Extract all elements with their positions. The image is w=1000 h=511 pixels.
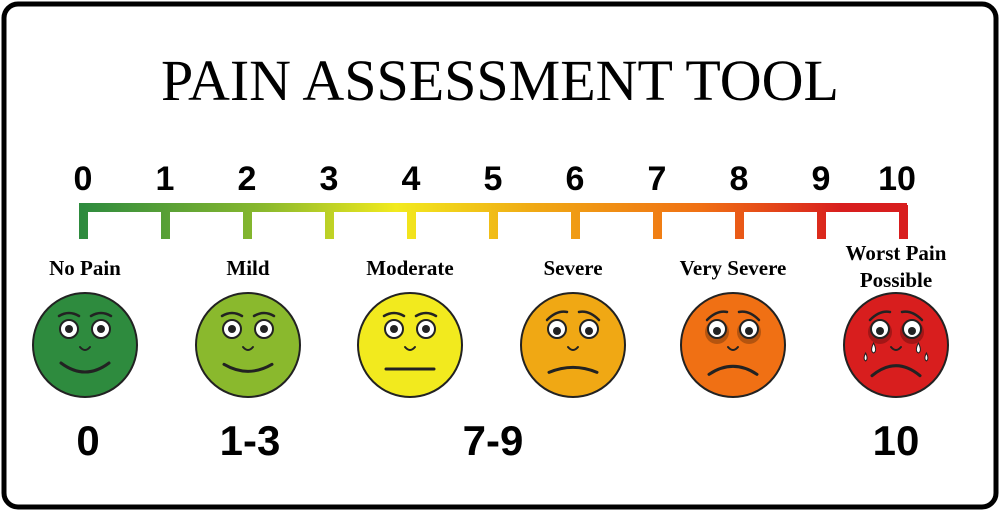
scale-number: 7 (648, 160, 667, 198)
scale-number: 5 (484, 160, 503, 198)
pupil (585, 327, 593, 335)
nose (79, 346, 91, 351)
mouth (222, 362, 274, 373)
scale-tick (325, 205, 334, 239)
title: PAIN ASSESSMENT TOOL (161, 48, 839, 113)
brow (737, 310, 761, 322)
mouth (547, 365, 599, 374)
face-circle (357, 292, 463, 398)
scale-number: 2 (238, 160, 257, 198)
pupil (908, 327, 916, 335)
scale-tick (161, 205, 170, 239)
brow (577, 310, 601, 322)
pupil (713, 327, 721, 335)
face (357, 292, 463, 398)
brow (57, 311, 81, 318)
nose (727, 346, 739, 351)
brow (382, 311, 406, 318)
brow (252, 311, 276, 318)
pupil (260, 325, 268, 333)
brow (545, 310, 569, 322)
scale-number: 6 (566, 160, 585, 198)
tear (863, 351, 868, 362)
range-label: 7-9 (463, 417, 524, 464)
range-label: 0 (76, 417, 99, 464)
brow (220, 311, 244, 318)
scale-tick (489, 205, 498, 239)
scale-tick (243, 205, 252, 239)
nose (404, 346, 416, 351)
pupil (553, 327, 561, 335)
tear (915, 341, 921, 354)
mouth (707, 364, 759, 376)
face-label: Mild (226, 256, 269, 280)
face (32, 292, 138, 398)
scale-tick (735, 205, 744, 239)
face (843, 292, 949, 398)
pupil (745, 327, 753, 335)
scale-tick (653, 205, 662, 239)
face-circle (680, 292, 786, 398)
tear (871, 341, 877, 354)
range-label: 1-3 (220, 417, 281, 464)
face (520, 292, 626, 398)
face (680, 292, 786, 398)
scale-tick (407, 205, 416, 239)
tear (924, 351, 929, 362)
brow (414, 311, 438, 318)
face-circle (843, 292, 949, 398)
nose (242, 346, 254, 351)
brow (89, 311, 113, 318)
nose (567, 346, 579, 351)
scale-number: 8 (730, 160, 749, 198)
pupil (876, 327, 884, 335)
scale-number: 9 (812, 160, 831, 198)
face-label: Worst Pain (846, 241, 947, 265)
scale-number: 1 (156, 160, 175, 198)
face-label: Severe (543, 256, 602, 280)
scale-number: 0 (74, 160, 93, 198)
mouth (59, 361, 111, 374)
brow (705, 310, 729, 322)
scale-number: 3 (320, 160, 339, 198)
scale-number: 10 (878, 160, 916, 198)
nose (890, 346, 902, 351)
face (195, 292, 301, 398)
pupil (228, 325, 236, 333)
scale-tick (571, 205, 580, 239)
face-circle (520, 292, 626, 398)
range-label: 10 (873, 417, 920, 464)
pupil (390, 325, 398, 333)
face-label: Moderate (366, 256, 453, 280)
scale-number: 4 (402, 160, 421, 198)
pupil (65, 325, 73, 333)
pupil (422, 325, 430, 333)
face-label: Possible (860, 268, 932, 292)
face-label: No Pain (49, 256, 121, 280)
face-label: Very Severe (680, 256, 787, 280)
scale-tick (817, 205, 826, 239)
brow (900, 310, 924, 322)
face-circle (195, 292, 301, 398)
pupil (97, 325, 105, 333)
brow (868, 310, 892, 322)
scale-tick (899, 205, 908, 239)
face-circle (32, 292, 138, 398)
mouth (870, 364, 922, 378)
scale-tick (79, 205, 88, 239)
